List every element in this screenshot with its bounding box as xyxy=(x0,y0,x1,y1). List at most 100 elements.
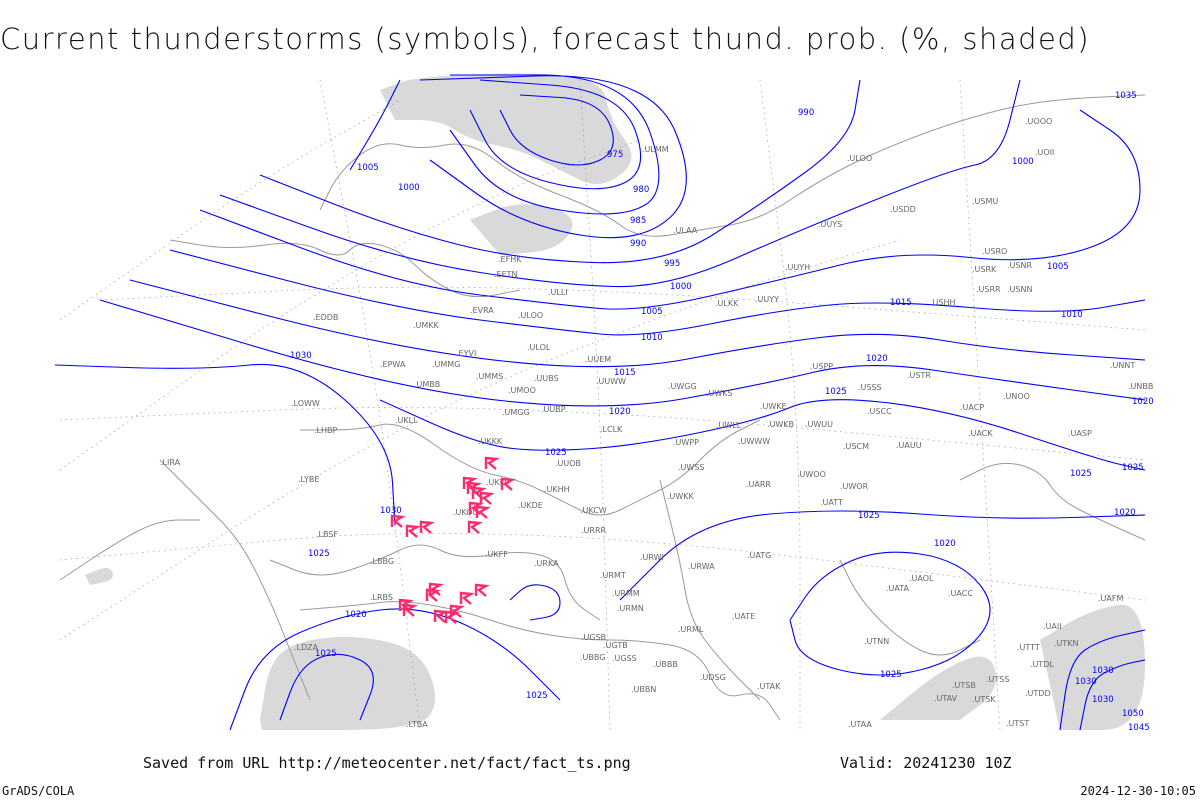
isobar-label: 1030 xyxy=(1092,666,1114,676)
isobar-label: 1045 xyxy=(1128,723,1150,733)
station-label: .UKHH xyxy=(544,485,570,494)
station-label: .UTDD xyxy=(1025,689,1051,698)
thunderstorm-symbol xyxy=(425,588,441,602)
station-label: .ULOO xyxy=(518,311,543,320)
isobar-label: 975 xyxy=(607,150,623,160)
isobar-line xyxy=(509,584,561,621)
station-label: .UBBG xyxy=(580,653,605,662)
station-label: .UAOL xyxy=(909,574,934,583)
coastline xyxy=(319,94,1146,237)
station-label: .UNOO xyxy=(1003,392,1030,401)
station-label: .UWSS xyxy=(678,463,704,472)
station-label: .UATE xyxy=(732,612,755,621)
station-label: .UBBN xyxy=(631,685,656,694)
isobar-line xyxy=(789,551,991,676)
station-label: .USMU xyxy=(972,197,998,206)
station-label: .UUYY xyxy=(755,295,779,304)
station-label: .UWKE xyxy=(760,402,787,411)
isobar-label: 1025 xyxy=(1070,469,1092,479)
thunderstorm-symbol xyxy=(484,456,500,470)
isobar-line xyxy=(259,79,861,264)
thunderstorm-symbol xyxy=(444,610,460,624)
station-label: .UOOO xyxy=(1025,117,1052,126)
station-label: .URRR xyxy=(581,526,607,535)
thunderstorm-symbol xyxy=(459,591,475,605)
station-label: .UWUU xyxy=(805,420,833,429)
thunderstorm-symbol xyxy=(468,501,484,515)
station-label: .EFHK xyxy=(498,255,522,264)
probability-shade-area xyxy=(85,568,113,585)
thunderstorm-symbol xyxy=(402,603,418,617)
station-label: .EVRA xyxy=(470,306,494,315)
station-label: .UTKN xyxy=(1054,639,1079,648)
isobar-label: 1005 xyxy=(357,163,379,173)
coastline xyxy=(59,519,200,581)
thunderstorm-symbol xyxy=(467,520,483,534)
station-label: .UAII xyxy=(1043,622,1062,631)
grid-line xyxy=(59,407,1146,461)
coastline xyxy=(169,239,521,298)
station-label: .LIRA xyxy=(160,458,181,467)
station-label: .ULOO xyxy=(847,154,872,163)
station-label: .UUYH xyxy=(785,263,810,272)
thunderstorm-symbol xyxy=(462,476,478,490)
isobar-label: 1030 xyxy=(1092,695,1114,705)
station-label: .LBBG xyxy=(370,557,394,566)
map-title: Current thunderstorms (symbols), forecas… xyxy=(0,22,1091,56)
station-label: .UUYS xyxy=(818,220,842,229)
station-label: .USPP xyxy=(810,362,833,371)
isobar-line xyxy=(219,79,1021,288)
isobar-label: 1000 xyxy=(670,282,692,292)
coastline xyxy=(159,459,311,701)
isobar-label: 1025 xyxy=(545,448,567,458)
station-label: .LDZA xyxy=(294,643,319,652)
isobar-label: 1025 xyxy=(526,691,548,701)
station-label: .EYVI xyxy=(456,349,476,358)
isobar-label: 990 xyxy=(798,108,814,118)
isobar-label: 1010 xyxy=(641,333,663,343)
station-label: .URWA xyxy=(688,562,715,571)
station-label: .UTST xyxy=(1006,719,1029,728)
station-label: .USHH xyxy=(930,298,956,307)
isobar-label: 1035 xyxy=(1115,91,1137,101)
station-label: .UAFM xyxy=(1098,594,1123,603)
station-label: .UATG xyxy=(747,551,771,560)
station-label: .UWGG xyxy=(668,382,697,391)
timestamp-text: 2024-12-30-10:05 xyxy=(1080,784,1196,798)
isobar-label: 1025 xyxy=(308,549,330,559)
station-label: .USRO xyxy=(982,247,1007,256)
station-label: .LBSF xyxy=(316,530,338,539)
isobar-line xyxy=(349,79,401,171)
thunderstorm-probability-shading xyxy=(85,73,1145,730)
station-label: .UUWW xyxy=(596,377,626,386)
isobar-label: 1030 xyxy=(380,506,402,516)
isobar-label: 1000 xyxy=(1012,157,1034,167)
station-label: .EPWA xyxy=(380,360,406,369)
thunderstorm-symbol xyxy=(500,477,516,491)
station-label: .UARR xyxy=(746,480,771,489)
isobar-label: 1025 xyxy=(825,387,847,397)
isobar-label: 1010 xyxy=(1061,310,1083,320)
station-label: .URMM xyxy=(612,589,640,598)
isobar-line xyxy=(54,363,396,526)
station-label: .USRR xyxy=(976,285,1001,294)
thunderstorm-symbol xyxy=(475,505,491,519)
probability-shade-area xyxy=(470,204,573,255)
station-label: .UMKK xyxy=(413,321,440,330)
station-label: .UWKS xyxy=(706,389,733,398)
isobar-line xyxy=(99,299,1146,407)
isobar-line xyxy=(499,94,614,166)
isobar-line xyxy=(279,653,374,721)
isobar-label: 1005 xyxy=(641,307,663,317)
isobar-line xyxy=(419,75,687,239)
probability-shade-area xyxy=(260,636,435,730)
station-label: .UUOB xyxy=(555,459,581,468)
station-label: .LHBP xyxy=(314,426,338,435)
thunderstorm-symbol xyxy=(405,524,421,538)
isobar-label: 985 xyxy=(630,216,646,226)
isobar-label: 1015 xyxy=(890,298,912,308)
station-label: .UTTT xyxy=(1017,643,1040,652)
station-label: .UNBB xyxy=(1128,382,1153,391)
isobar-label: 995 xyxy=(664,259,680,269)
